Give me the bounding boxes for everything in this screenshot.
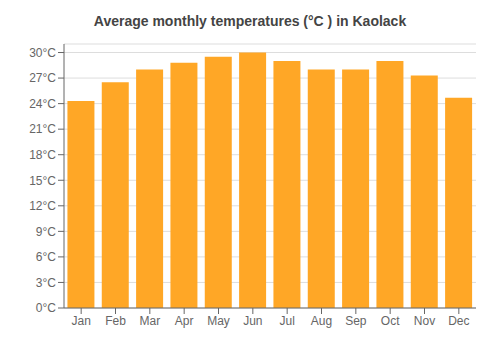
svg-text:24°C: 24°C xyxy=(29,97,56,111)
svg-text:15°C: 15°C xyxy=(29,174,56,188)
svg-text:Jan: Jan xyxy=(71,314,90,328)
svg-text:Aug: Aug xyxy=(311,314,332,328)
svg-text:12°C: 12°C xyxy=(29,199,56,213)
svg-text:Jun: Jun xyxy=(243,314,262,328)
svg-text:Oct: Oct xyxy=(381,314,400,328)
svg-text:3°C: 3°C xyxy=(36,276,56,290)
svg-text:30°C: 30°C xyxy=(29,46,56,60)
svg-text:27°C: 27°C xyxy=(29,71,56,85)
svg-text:Nov: Nov xyxy=(414,314,435,328)
svg-text:18°C: 18°C xyxy=(29,148,56,162)
svg-text:0°C: 0°C xyxy=(36,301,56,315)
svg-text:Feb: Feb xyxy=(105,314,126,328)
svg-text:Dec: Dec xyxy=(448,314,469,328)
svg-text:Sep: Sep xyxy=(345,314,367,328)
html-text:Average monthly temperatures (: Average monthly temperatures (°C ) in Ka… xyxy=(93,13,407,29)
svg-text:21°C: 21°C xyxy=(29,122,56,136)
svg-text:6°C: 6°C xyxy=(36,250,56,264)
svg-text:Jul: Jul xyxy=(279,314,294,328)
svg-text:May: May xyxy=(207,314,230,328)
svg-text:Apr: Apr xyxy=(175,314,194,328)
svg-text:Mar: Mar xyxy=(139,314,160,328)
svg-text:9°C: 9°C xyxy=(36,225,56,239)
